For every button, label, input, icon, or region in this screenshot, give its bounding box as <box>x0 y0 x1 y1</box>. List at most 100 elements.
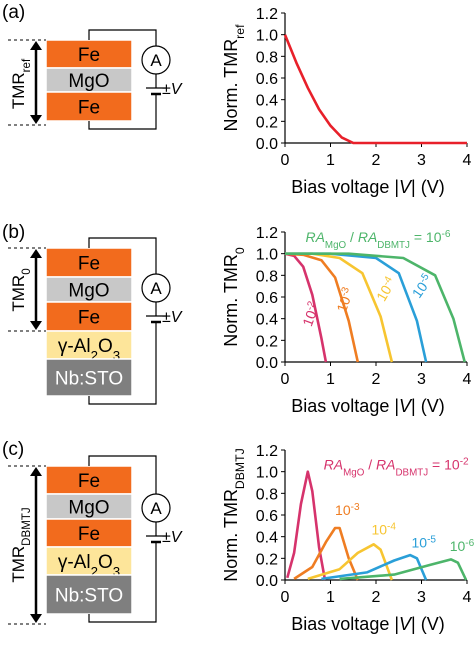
series-line <box>283 34 467 145</box>
layer-mgo <box>45 493 133 520</box>
layer-fe <box>45 247 133 278</box>
panel-label: (b) <box>2 222 25 243</box>
y-tick-label: 1.2 <box>256 225 278 242</box>
y-tick-label: 0.4 <box>256 312 278 329</box>
tmr-label: TMRDBMTJ <box>9 507 33 582</box>
x-tick-label: 0 <box>281 589 290 606</box>
layer-al2o3 <box>45 546 133 576</box>
ammeter-label: A <box>150 51 162 70</box>
ratio-label: RAMgO / RADBMTJ = 10-2 <box>324 456 469 478</box>
circuit-wire-top <box>88 455 157 494</box>
y-tick-label: 0.6 <box>256 290 278 307</box>
y-axis-label: Norm. TMRDBMTJ <box>221 448 247 581</box>
layer-fe <box>45 518 133 548</box>
series-label: 10-4 <box>372 274 399 304</box>
y-tick-label: 0.6 <box>256 508 278 525</box>
circuit-wire-bottom <box>88 94 157 130</box>
layer-nbsto <box>45 358 133 397</box>
x-tick-label: 3 <box>417 152 426 169</box>
circuit-wire-bottom <box>88 322 157 405</box>
y-tick-label: 0.8 <box>256 268 278 285</box>
bias-label: ±V <box>162 529 183 546</box>
series-label: 10-3 <box>335 502 360 519</box>
panel-c: (c) Fe MgO Fe γ-Al2O3 Nb:STO TMRDBMTJ A±V 0.0 0.2… <box>2 439 474 634</box>
x-axis-label: Bias voltage |V| (V) <box>291 396 444 416</box>
series-line-10^-3 <box>293 526 359 581</box>
layer-label: MgO <box>68 281 109 302</box>
layer-label: MgO <box>68 498 109 519</box>
layer-stack: Fe MgO Fe γ-Al2O3 Nb:STO <box>45 247 133 397</box>
series-label: 10-5 <box>411 534 436 551</box>
circuit-wire-top <box>88 237 157 274</box>
ratio-label: RAMgO / RADBMTJ = 10-6 <box>305 228 450 250</box>
y-tick-label: 1.2 <box>256 443 278 460</box>
y-tick-label: 0.2 <box>256 551 278 568</box>
arrow-up-icon <box>30 249 42 258</box>
arrow-down-icon <box>30 614 42 623</box>
x-tick-label: 0 <box>281 152 290 169</box>
y-tick-label: 0.6 <box>256 71 278 88</box>
chart: 0.0 0.2 0.4 0.6 0.8 1.0 1.2 0 1 2 3 4 Bias voltage |… <box>221 443 474 634</box>
panel-label: (a) <box>2 2 25 23</box>
x-tick-label: 2 <box>372 152 381 169</box>
series-line-10^-5 <box>321 553 428 581</box>
x-tick-label: 2 <box>372 371 381 388</box>
y-axis-label: Norm. TMR0 <box>221 247 247 347</box>
y-tick-label: 0.2 <box>256 114 278 131</box>
x-tick-label: 0 <box>281 371 290 388</box>
tmr-label: TMRref <box>9 58 33 109</box>
arrow-up-icon <box>30 467 42 476</box>
y-axis-label: Norm. TMRref <box>221 24 247 132</box>
layer-al2o3 <box>45 330 133 360</box>
y-tick-label: 0.8 <box>256 486 278 503</box>
series-label: 10-4 <box>371 521 396 538</box>
arrow-down-icon <box>30 115 42 124</box>
x-tick-label: 3 <box>417 371 426 388</box>
x-tick-label: 1 <box>326 152 335 169</box>
x-tick-label: 1 <box>326 371 335 388</box>
layer-label: Nb:STO <box>55 586 123 607</box>
series-label: 10-2 <box>299 299 323 328</box>
layer-fe <box>45 465 133 495</box>
y-tick-label: 0.4 <box>256 530 278 547</box>
bias-label: ±V <box>162 81 183 98</box>
circuit-wire-top <box>88 29 157 46</box>
layer-label: Fe <box>78 45 100 66</box>
series-line-10^-6 <box>285 252 466 363</box>
series-line-10^-4 <box>307 543 394 581</box>
layer-label: Fe <box>78 471 100 492</box>
layer-stack: Fe MgO Fe γ-Al2O3 Nb:STO <box>45 465 133 615</box>
chart: 0.0 0.2 0.4 0.6 0.8 1.0 1.2 0 1 2 3 4 Bias voltage |… <box>221 225 472 416</box>
x-tick-label: 4 <box>463 371 472 388</box>
layer-fe <box>45 39 133 69</box>
tmr-label: TMR0 <box>9 268 33 311</box>
layer-label: Fe <box>78 254 100 275</box>
series-line-10^-2 <box>286 470 327 581</box>
chart: 0.0 0.2 0.4 0.6 0.8 1.0 1.2 0 1 2 3 4 Bias voltage |… <box>221 6 472 197</box>
arrow-down-icon <box>30 321 42 330</box>
layer-stack: Fe MgO Fe <box>45 39 133 122</box>
series-line-10^-6 <box>339 558 468 581</box>
layer-label: Fe <box>78 524 100 545</box>
panel-label: (c) <box>2 439 24 460</box>
y-tick-label: 1.0 <box>256 247 278 264</box>
x-tick-label: 3 <box>417 589 426 606</box>
panel-a: (a) Fe MgO Fe TMRref A±V 0.0 0.2 0.4 0.6 0.8 1.0 1.2… <box>2 2 472 197</box>
y-tick-label: 1.0 <box>256 465 278 482</box>
series-label: 10-3 <box>333 285 357 314</box>
x-tick-label: 1 <box>326 589 335 606</box>
series-label: 10-6 <box>450 537 474 554</box>
bias-label: ±V <box>162 309 183 326</box>
ammeter-label: A <box>150 499 162 518</box>
x-tick-label: 4 <box>463 152 472 169</box>
y-tick-label: 0.8 <box>256 49 278 66</box>
layer-label: γ-Al2O3 <box>58 336 120 363</box>
y-tick-label: 0.0 <box>256 355 278 372</box>
y-tick-label: 1.0 <box>256 28 278 45</box>
ammeter-label: A <box>150 279 162 298</box>
y-tick-label: 0.2 <box>256 333 278 350</box>
y-tick-label: 0.0 <box>256 136 278 153</box>
series-label: 10-5 <box>408 271 436 301</box>
